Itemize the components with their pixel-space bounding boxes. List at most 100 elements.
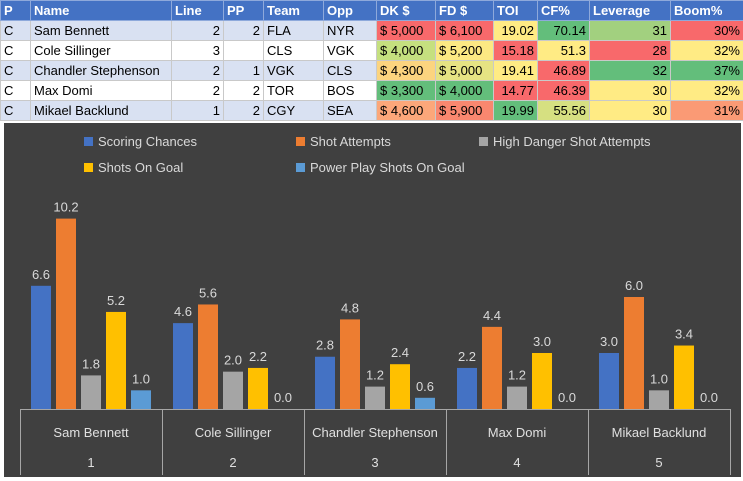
data-label: 3.0	[533, 334, 551, 349]
data-label: 3.4	[675, 327, 693, 342]
bar	[31, 285, 51, 409]
cell-line: 2	[171, 20, 224, 41]
cell-p: C	[0, 80, 31, 101]
data-label: 2.2	[249, 349, 267, 364]
bar	[340, 319, 360, 409]
cell-p: C	[0, 20, 31, 41]
cell-dk: $ 3,300	[376, 80, 436, 101]
player-table: P Name Line PP Team Opp DK $ FD $ TOI CF…	[0, 0, 743, 121]
chart-background	[4, 123, 741, 477]
cell-boom: 31%	[670, 100, 743, 121]
legend-swatch	[479, 137, 488, 146]
bar	[81, 375, 101, 409]
cell-opp: SEA	[323, 100, 377, 121]
bar	[390, 364, 410, 409]
cell-fd: $ 4,000	[435, 80, 494, 101]
data-label: 2.2	[458, 349, 476, 364]
cell-boom: 32%	[670, 40, 743, 61]
data-label: 2.4	[391, 345, 409, 360]
data-label: 1.2	[366, 368, 384, 383]
cell-cf: 51.3	[537, 40, 590, 61]
data-label: 4.6	[174, 304, 192, 319]
cell-name: Chandler Stephenson	[30, 60, 172, 81]
bar	[457, 367, 477, 409]
cell-pp: 1	[223, 60, 264, 81]
cell-dk: $ 4,300	[376, 60, 436, 81]
cell-team: CGY	[263, 100, 324, 121]
cell-fd: $ 5,000	[435, 60, 494, 81]
bar	[507, 386, 527, 409]
cell-name: Mikael Backlund	[30, 100, 172, 121]
data-label: 4.4	[483, 308, 501, 323]
data-label: 1.0	[132, 371, 150, 386]
bar	[173, 323, 193, 409]
bar-chart: Scoring Chances Shot Attempts High Danger …	[4, 123, 741, 477]
header-line: Line	[171, 0, 224, 21]
cell-toi: 19.99	[493, 100, 538, 121]
data-label: 0.6	[416, 379, 434, 394]
cell-p: C	[0, 100, 31, 121]
category-label: Cole Sillinger	[195, 425, 272, 440]
data-label: 4.8	[341, 300, 359, 315]
cell-cf: 46.89	[537, 60, 590, 81]
data-label: 2.8	[316, 338, 334, 353]
cell-line: 3	[171, 40, 224, 61]
cell-dk: $ 5,000	[376, 20, 436, 41]
data-label: 0.0	[274, 390, 292, 405]
cell-boom: 30%	[670, 20, 743, 41]
bar	[131, 390, 151, 409]
cell-name: Sam Bennett	[30, 20, 172, 41]
legend-label: Shots On Goal	[98, 160, 183, 175]
header-fd: FD $	[435, 0, 494, 21]
cell-boom: 32%	[670, 80, 743, 101]
cell-leverage: 30	[589, 100, 671, 121]
bar	[624, 297, 644, 409]
bar	[248, 367, 268, 409]
header-pp: PP	[223, 0, 264, 21]
category-number: 4	[513, 455, 520, 470]
category-label: Sam Bennett	[53, 425, 129, 440]
category-number: 1	[87, 455, 94, 470]
header-opp: Opp	[323, 0, 377, 21]
category-number: 5	[655, 455, 662, 470]
cell-pp: 2	[223, 20, 264, 41]
bar	[315, 356, 335, 409]
category-label: Max Domi	[488, 425, 547, 440]
data-label: 1.0	[650, 371, 668, 386]
bar	[415, 397, 435, 409]
category-label: Chandler Stephenson	[312, 425, 438, 440]
cell-leverage: 31	[589, 20, 671, 41]
data-label: 2.0	[224, 353, 242, 368]
cell-line: 2	[171, 60, 224, 81]
cell-team: TOR	[263, 80, 324, 101]
chart-area: Scoring Chances Shot Attempts High Danger …	[4, 123, 741, 477]
bar	[649, 390, 669, 409]
cell-toi: 15.18	[493, 40, 538, 61]
bar	[599, 353, 619, 409]
cell-line: 2	[171, 80, 224, 101]
cell-team: FLA	[263, 20, 324, 41]
legend-label: Scoring Chances	[98, 134, 197, 149]
table-row: C Cole Sillinger 3 CLS VGK $ 4,000 $ 5,2…	[0, 40, 743, 61]
header-leverage: Leverage	[589, 0, 671, 21]
cell-toi: 19.02	[493, 20, 538, 41]
cell-p: C	[0, 40, 31, 61]
cell-name: Cole Sillinger	[30, 40, 172, 61]
bar	[223, 371, 243, 409]
cell-opp: CLS	[323, 60, 377, 81]
cell-dk: $ 4,600	[376, 100, 436, 121]
cell-team: VGK	[263, 60, 324, 81]
table-header-row: P Name Line PP Team Opp DK $ FD $ TOI CF…	[0, 0, 743, 21]
cell-p: C	[0, 60, 31, 81]
header-team: Team	[263, 0, 324, 21]
header-dk: DK $	[376, 0, 436, 21]
legend-swatch	[84, 163, 93, 172]
data-label: 0.0	[700, 390, 718, 405]
cell-leverage: 30	[589, 80, 671, 101]
data-label: 5.6	[199, 285, 217, 300]
cell-cf: 46.39	[537, 80, 590, 101]
cell-boom: 37%	[670, 60, 743, 81]
cell-pp	[223, 40, 264, 61]
cell-pp: 2	[223, 80, 264, 101]
table-row: C Sam Bennett 2 2 FLA NYR $ 5,000 $ 6,10…	[0, 20, 743, 41]
